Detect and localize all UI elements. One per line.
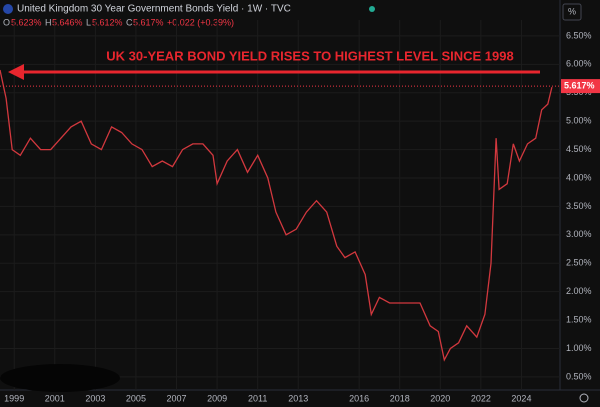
ohlc-value: 5.646% xyxy=(52,17,83,27)
x-tick-label: 2001 xyxy=(45,393,65,403)
y-tick-label: 5.00% xyxy=(566,116,592,126)
status-dot xyxy=(369,6,375,12)
x-tick-label: 2016 xyxy=(349,393,369,403)
x-tick-label: 2011 xyxy=(248,393,267,403)
x-tick-label: 1999 xyxy=(4,393,24,403)
flag-icon xyxy=(3,4,13,14)
y-tick-label: 6.00% xyxy=(566,59,592,69)
ohlc-value: 5.612% xyxy=(92,17,123,27)
x-tick-label: 2005 xyxy=(126,393,146,403)
annotation: UK 30-YEAR BOND YIELD RISES TO HIGHEST L… xyxy=(106,48,513,63)
scale-unit: % xyxy=(568,6,576,16)
last-price-box xyxy=(561,79,600,94)
y-tick-label: 4.00% xyxy=(566,172,592,182)
ohlc-tag: L xyxy=(86,17,91,27)
x-tick-label: 2007 xyxy=(167,393,187,403)
price-line xyxy=(0,69,553,362)
x-tick-label: 2020 xyxy=(430,393,450,403)
arrow-head xyxy=(8,64,24,80)
last-price-label: 5.617% xyxy=(564,80,595,90)
y-tick-label: 3.00% xyxy=(566,229,592,239)
x-tick-label: 2009 xyxy=(207,393,227,403)
ohlc-tag: C xyxy=(126,17,133,27)
ohlc-tag: O xyxy=(3,17,10,27)
ohlc-change: +0.022 (+0.39%) xyxy=(167,17,234,27)
y-tick-label: 2.00% xyxy=(566,286,592,296)
y-tick-label: 1.50% xyxy=(566,314,592,324)
y-tick-label: 2.50% xyxy=(566,258,592,268)
redaction xyxy=(0,364,120,392)
x-tick-label: 2022 xyxy=(471,393,491,403)
x-tick-label: 2024 xyxy=(511,393,531,403)
y-tick-label: 0.50% xyxy=(566,371,592,381)
x-tick-label: 2018 xyxy=(390,393,410,403)
y-tick-label: 6.50% xyxy=(566,30,592,40)
settings-icon[interactable] xyxy=(579,393,589,403)
y-tick-label: 3.50% xyxy=(566,201,592,211)
ohlc-value: 5.623% xyxy=(11,17,42,27)
ohlc-tag: H xyxy=(45,17,52,27)
x-tick-label: 2013 xyxy=(288,393,308,403)
y-tick-label: 4.50% xyxy=(566,144,592,154)
x-tick-label: 2003 xyxy=(85,393,105,403)
chart-title: United Kingdom 30 Year Government Bonds … xyxy=(17,4,291,15)
ohlc-value: 5.617% xyxy=(133,17,164,27)
scale-box[interactable] xyxy=(562,3,582,21)
y-tick-label: 1.00% xyxy=(566,343,592,353)
